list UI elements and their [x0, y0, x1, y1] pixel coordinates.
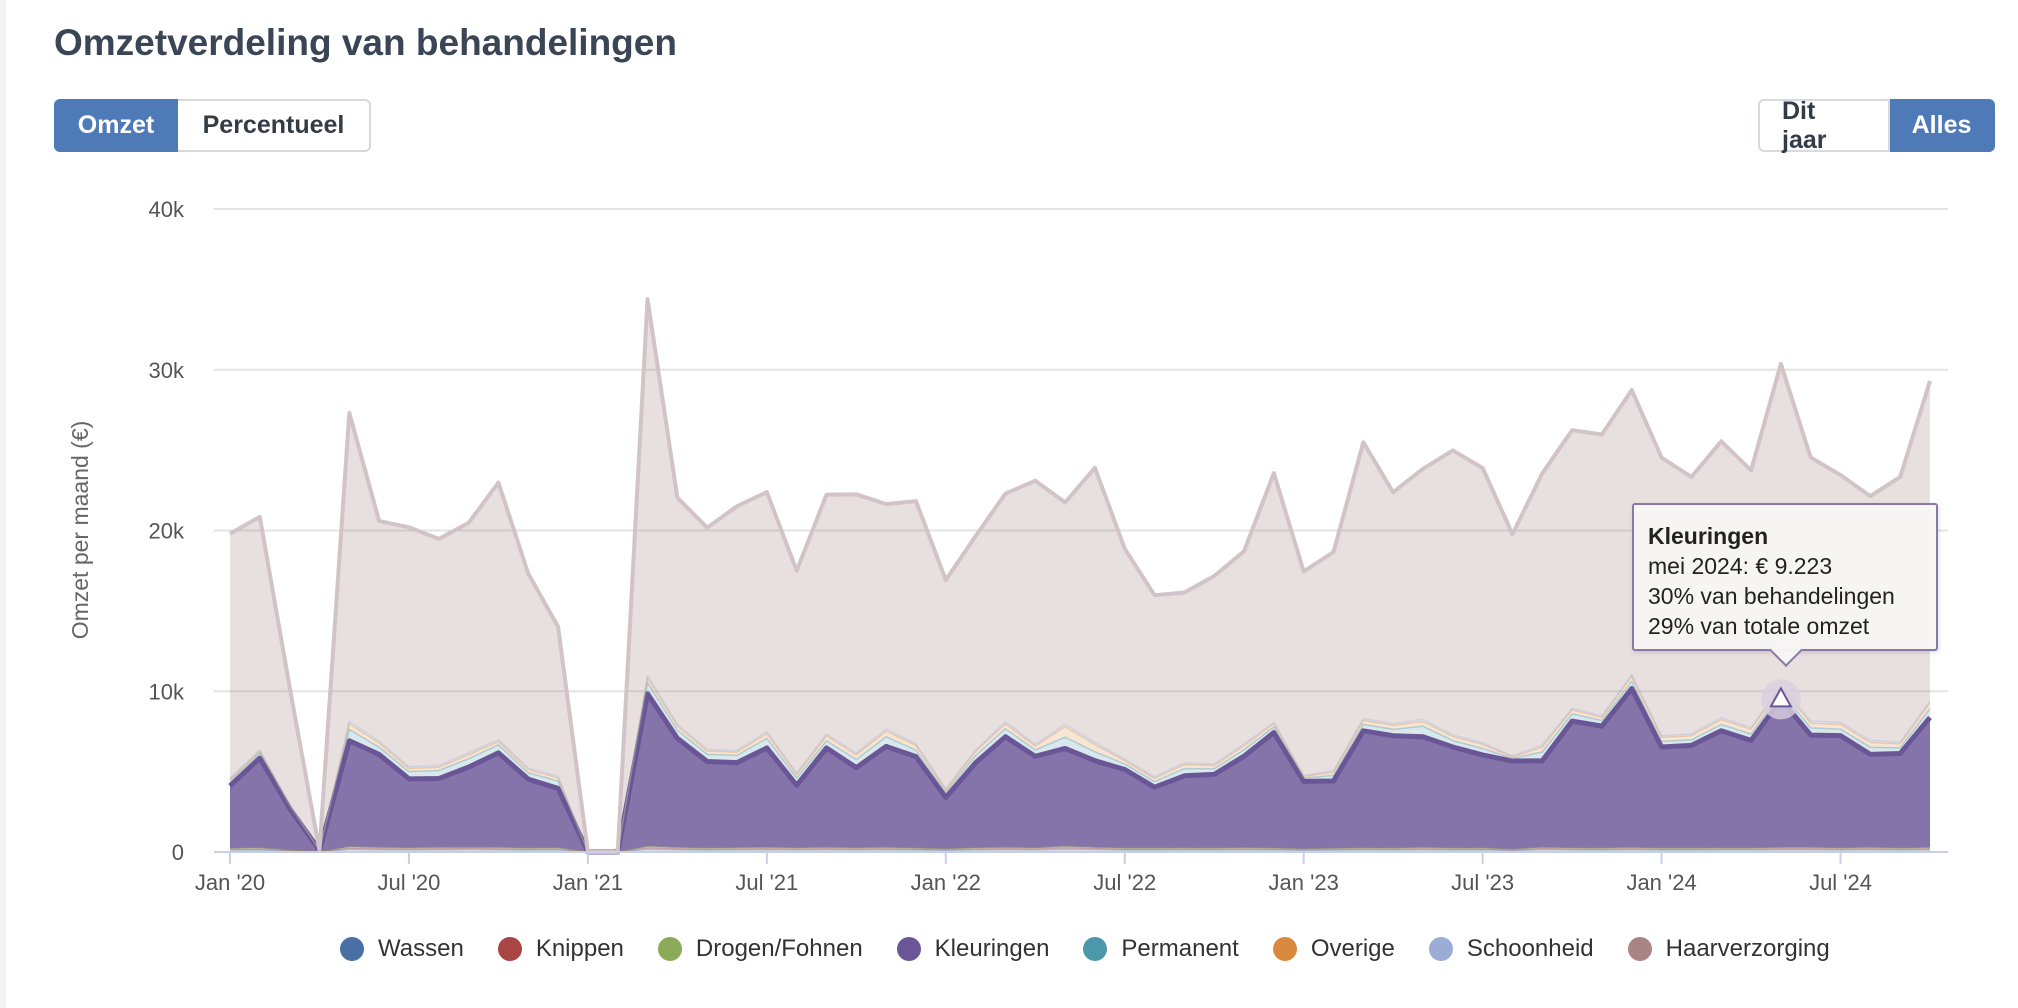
- x-tick-label: Jul '21: [735, 870, 798, 895]
- page-title: Omzetverdeling van behandelingen: [54, 22, 677, 63]
- area-kleuringen[interactable]: [230, 688, 1930, 852]
- y-tick-label: 30k: [149, 358, 185, 383]
- x-tick-label: Jul '24: [1809, 870, 1872, 895]
- dit-jaar-button[interactable]: Dit jaar: [1758, 97, 1890, 154]
- line-knippen: [229, 846, 1931, 853]
- tooltip-share-treatments: 30% van behandelingen: [1648, 583, 1895, 609]
- legend-item-wassen[interactable]: Wassen: [340, 935, 464, 963]
- highlight-marker: [1760, 679, 1801, 720]
- y-tick-label: 40k: [149, 197, 185, 222]
- legend-item-schoonheid[interactable]: Schoonheid: [1428, 935, 1594, 963]
- legend-item-drogen-fohnen[interactable]: Drogen/Fohnen: [657, 935, 863, 963]
- line-kleuringen: [228, 686, 1932, 855]
- revenue-area-chart[interactable]: 0 10k 20k 30k 40k Jan '20 Jul '20 Jan '21 Jul '2…: [0, 0, 2018, 920]
- x-tick-label: Jan '22: [911, 870, 981, 895]
- y-tick-label: 0: [172, 840, 184, 865]
- x-tick-label: Jul '23: [1451, 870, 1514, 895]
- line-haarverzorging: [229, 297, 1932, 854]
- tooltip-title: Kleuringen: [1648, 523, 1769, 549]
- legend-item-permanent[interactable]: Permanent: [1083, 935, 1239, 963]
- line-permanent: [229, 680, 1931, 853]
- x-tick-label: Jan '23: [1269, 870, 1339, 895]
- x-tick-label: Jan '21: [553, 870, 623, 895]
- x-tick-label: Jul '22: [1093, 870, 1156, 895]
- legend-label: Haarverzorging: [1665, 935, 1830, 962]
- data-tooltip: Kleuringen mei 2024: € 9.223 30% van beh…: [1632, 503, 1938, 667]
- legend-label: Wassen: [378, 935, 464, 962]
- chart-legend: Wassen Knippen Drogen/Fohnen Kleuringen …: [340, 935, 1864, 963]
- legend-swatch: [896, 937, 921, 961]
- range-toggle: Dit jaar Alles: [1758, 97, 1995, 154]
- window-edge: [0, 0, 6, 1008]
- legend-item-knippen[interactable]: Knippen: [497, 935, 624, 963]
- line-schoonheid: [229, 673, 1931, 853]
- area-knippen[interactable]: [230, 847, 1930, 852]
- y-tick-label: 20k: [149, 519, 185, 544]
- metric-toggle: Omzet Percentueel: [54, 99, 371, 152]
- legend-label: Drogen/Fohnen: [695, 935, 863, 962]
- legend-swatch: [1627, 937, 1652, 961]
- y-tick-label: 10k: [149, 679, 185, 704]
- x-tick-label: Jan '20: [195, 870, 265, 895]
- legend-swatch: [1428, 937, 1453, 961]
- x-tick-label: Jan '24: [1626, 870, 1696, 895]
- alles-button[interactable]: Alles: [1890, 99, 1995, 152]
- area-haarverzorging[interactable]: [230, 299, 1930, 852]
- legend-swatch: [340, 937, 364, 961]
- x-tick-label: Jul '20: [377, 870, 440, 895]
- percentueel-button[interactable]: Percentueel: [178, 99, 371, 152]
- legend-label: Kleuringen: [934, 935, 1050, 962]
- legend-item-overige[interactable]: Overige: [1272, 935, 1395, 963]
- legend-swatch: [657, 937, 682, 961]
- series-areas: [230, 299, 1930, 852]
- legend-swatch: [1083, 937, 1108, 961]
- line-wassen: [229, 848, 1931, 853]
- series-lines: [228, 297, 1932, 855]
- legend-item-haarverzorging[interactable]: Haarverzorging: [1627, 935, 1830, 963]
- legend-label: Permanent: [1121, 935, 1239, 962]
- tooltip-share-revenue: 29% van totale omzet: [1648, 613, 1870, 639]
- line-overige: [229, 675, 1931, 853]
- legend-label: Schoonheid: [1466, 935, 1594, 962]
- legend-label: Knippen: [535, 935, 624, 962]
- line-drogen-fohnen: [229, 845, 1931, 853]
- legend-swatch: [1272, 937, 1297, 961]
- y-axis-label: Omzet per maand (€): [67, 421, 93, 640]
- tooltip-value: mei 2024: € 9.223: [1648, 553, 1833, 579]
- legend-item-kleuringen[interactable]: Kleuringen: [896, 935, 1050, 963]
- area-drogen-fohnen[interactable]: [230, 846, 1930, 852]
- legend-swatch: [497, 937, 522, 961]
- axes: 0 10k 20k 30k 40k Jan '20 Jul '20 Jan '21 Jul '2…: [149, 197, 1948, 895]
- omzet-button[interactable]: Omzet: [54, 99, 178, 152]
- legend-label: Overige: [1310, 935, 1395, 962]
- highlight-point[interactable]: [1769, 686, 1793, 708]
